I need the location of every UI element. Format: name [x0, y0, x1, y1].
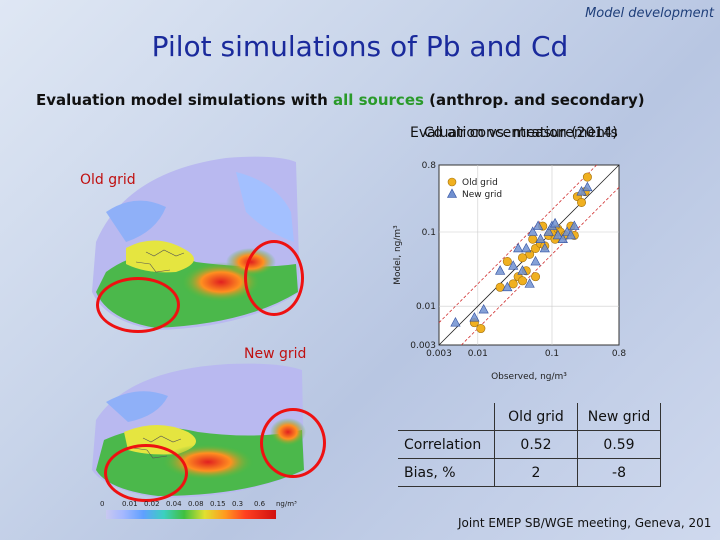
x-axis-label: Observed, ng/m³: [491, 372, 567, 382]
legend-label: Old grid: [462, 178, 498, 188]
old-grid-label: Old grid: [80, 172, 136, 188]
data-point-new-grid: [557, 233, 568, 243]
stats-header-row: Old grid New grid: [398, 403, 661, 431]
subtitle-suffix: (anthrop. and secondary): [423, 91, 645, 109]
legend-label: New grid: [462, 190, 502, 200]
data-point-old-grid: [528, 234, 538, 244]
legend-marker-new-grid: [447, 188, 457, 198]
table-row: Correlation 0.52 0.59: [398, 430, 661, 459]
table-row: Bias, % 2 -8: [398, 458, 661, 487]
correlation-new: 0.59: [577, 430, 661, 459]
correlation-old: 0.52: [494, 430, 578, 459]
data-point-new-grid: [539, 242, 550, 253]
data-point-new-grid: [495, 265, 506, 275]
section-tag: Model development: [585, 6, 714, 21]
data-point-new-grid: [530, 255, 541, 266]
colorbar: [106, 510, 276, 519]
data-point-new-grid: [502, 281, 513, 292]
row-label-correlation: Correlation: [398, 430, 495, 459]
colorbar-tick: 0.15: [210, 500, 226, 508]
data-point-old-grid: [508, 279, 518, 289]
data-point-old-grid: [577, 197, 587, 207]
colorbar-tick: 0.08: [188, 500, 204, 508]
legend-marker-old-grid: [447, 177, 457, 187]
data-point-new-grid: [549, 217, 561, 228]
x-tick-label: 0.1: [545, 349, 559, 359]
new-grid-label: New grid: [244, 346, 307, 362]
colorbar-tick: 0.01: [122, 500, 138, 508]
data-point-new-grid: [582, 181, 593, 192]
y-tick-label: 0.1: [422, 228, 436, 238]
stats-table: Old grid New grid Correlation 0.52 0.59 …: [398, 403, 661, 487]
data-point-new-grid: [565, 229, 577, 240]
subtitle-prefix: Evaluation model simulations with: [36, 91, 333, 109]
data-point-new-grid: [469, 312, 480, 322]
data-point-new-grid: [450, 317, 461, 327]
data-point-old-grid: [476, 324, 486, 334]
data-point-old-grid: [582, 172, 592, 182]
row-label-bias: Bias, %: [398, 458, 495, 487]
y-tick-label: 0.8: [422, 161, 437, 171]
data-point-new-grid: [508, 260, 519, 270]
colorbar-tick: 0.04: [166, 500, 182, 508]
highlight-ellipse-new-west: [104, 444, 188, 502]
slide-title: Pilot simulations of Pb and Cd: [151, 30, 569, 63]
data-point-new-grid: [478, 303, 489, 314]
chart-caption-a: Evaluation vs. measurements: [410, 125, 618, 141]
colorbar-tick: 0.3: [232, 500, 244, 508]
y-tick-label: 0.01: [416, 302, 436, 312]
data-point-old-grid: [517, 253, 527, 263]
x-tick-label: 0.01: [468, 349, 488, 359]
slide-subtitle: Evaluation model simulations with all so…: [36, 91, 645, 109]
y-axis-label: Model, ng/m³: [393, 225, 403, 285]
bias-new: -8: [577, 458, 661, 487]
subtitle-highlight: all sources: [332, 91, 424, 109]
data-point-new-grid: [569, 220, 580, 230]
data-point-new-grid: [521, 242, 532, 253]
bias-old: 2: [494, 458, 578, 487]
data-point-new-grid: [527, 226, 538, 236]
highlight-ellipse-old-east: [244, 240, 304, 316]
data-point-new-grid: [535, 233, 546, 243]
data-point-new-grid: [524, 278, 535, 288]
data-point-new-grid: [513, 242, 524, 253]
highlight-ellipse-new-east: [260, 408, 326, 478]
x-tick-label: 0.003: [426, 349, 452, 359]
scatter-chart: 0.003 0.01 0.1 0.8 0.003 0.01 0.1 0.8 Old grid N…: [393, 161, 627, 382]
data-point-old-grid: [502, 257, 512, 267]
colorbar-tick: 0.6: [254, 500, 266, 508]
data-point-old-grid: [531, 272, 541, 282]
data-point-new-grid: [533, 220, 544, 230]
footer-text: Joint EMEP SB/WGE meeting, Geneva, 201: [458, 516, 712, 530]
chart-caption-b: Cd air concentration (2014): [424, 125, 618, 141]
data-point-old-grid: [517, 276, 527, 286]
data-point-new-grid: [543, 226, 554, 236]
x-tick-label: 0.8: [612, 349, 627, 359]
col-new-grid: New grid: [577, 403, 661, 431]
data-point-new-grid: [552, 229, 563, 240]
stats-corner-cell: [398, 403, 495, 431]
colorbar-tick: 0: [100, 500, 105, 508]
factor-two-lower-line: [461, 187, 620, 346]
col-old-grid: Old grid: [494, 403, 578, 431]
highlight-ellipse-old-west: [96, 277, 180, 333]
y-tick-label: 0.003: [410, 341, 436, 351]
colorbar-tick: ng/m³: [276, 500, 297, 508]
data-point-new-grid: [517, 265, 528, 275]
colorbar-tick: 0.02: [144, 500, 160, 508]
